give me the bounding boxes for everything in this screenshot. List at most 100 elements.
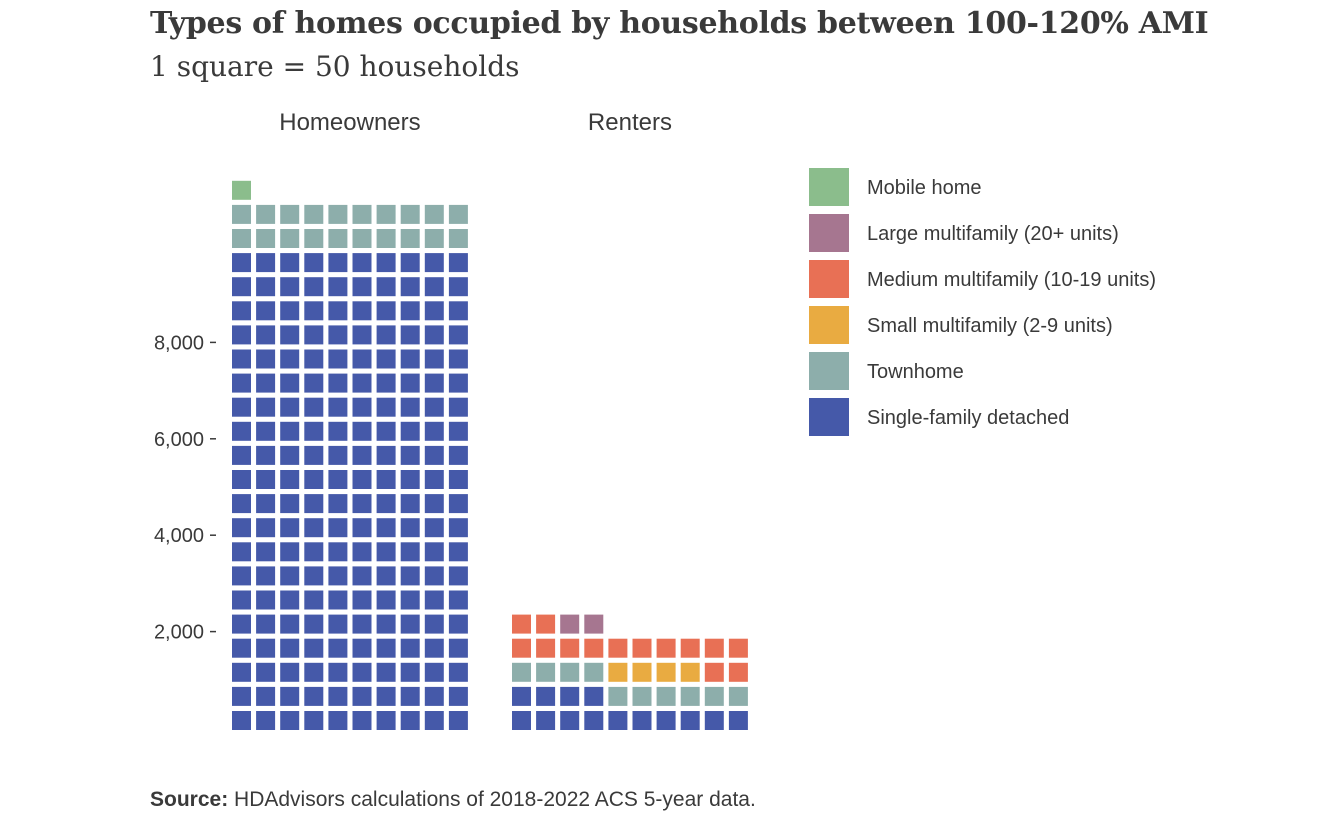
legend-item-single-family-detached: Single-family detached — [809, 398, 1069, 436]
waffle-square-single-family-detached — [376, 301, 396, 321]
waffle-square-single-family-detached — [232, 590, 251, 610]
panel-label: Homeowners — [279, 109, 420, 136]
legend-label: Single-family detached — [867, 407, 1069, 429]
waffle-square-townhome — [352, 204, 372, 224]
waffle-square-small-multifamily-2-9-units — [632, 662, 652, 682]
waffle-square-townhome — [304, 204, 324, 224]
waffle-square-single-family-detached — [232, 301, 251, 321]
waffle-square-single-family-detached — [448, 349, 468, 369]
waffle-square-medium-multifamily-10-19-units — [704, 638, 724, 658]
waffle-square-single-family-detached — [280, 397, 300, 417]
waffle-square-single-family-detached — [376, 373, 396, 393]
waffle-square-single-family-detached — [328, 325, 348, 345]
waffle-square-single-family-detached — [280, 494, 300, 514]
waffle-square-single-family-detached — [448, 638, 468, 658]
legend-item-small-multifamily-2-9-units: Small multifamily (2-9 units) — [809, 306, 1113, 344]
waffle-square-single-family-detached — [376, 662, 396, 682]
waffle-square-single-family-detached — [328, 445, 348, 465]
waffle-square-single-family-detached — [400, 518, 420, 538]
waffle-square-single-family-detached — [232, 614, 251, 634]
waffle-square-single-family-detached — [376, 518, 396, 538]
waffle-square-single-family-detached — [232, 542, 251, 562]
waffle-square-single-family-detached — [400, 711, 420, 730]
panel-homeowners: Homeowners — [232, 109, 468, 730]
waffle-square-single-family-detached — [352, 614, 372, 634]
waffle-square-single-family-detached — [256, 494, 276, 514]
waffle-square-single-family-detached — [400, 277, 420, 297]
waffle-square-single-family-detached — [424, 686, 444, 706]
waffle-square-single-family-detached — [376, 470, 396, 489]
waffle-square-townhome — [512, 662, 531, 682]
waffle-square-single-family-detached — [376, 638, 396, 658]
waffle-square-single-family-detached — [400, 349, 420, 369]
waffle-square-single-family-detached — [376, 253, 396, 273]
waffle-square-single-family-detached — [424, 349, 444, 369]
waffle-square-single-family-detached — [424, 614, 444, 634]
waffle-square-single-family-detached — [400, 614, 420, 634]
waffle-square-single-family-detached — [328, 349, 348, 369]
waffle-square-townhome — [328, 229, 348, 248]
waffle-square-single-family-detached — [376, 614, 396, 634]
waffle-square-single-family-detached — [232, 518, 251, 538]
waffle-square-single-family-detached — [304, 711, 324, 730]
waffle-square-large-multifamily-20-units — [560, 614, 580, 634]
waffle-square-single-family-detached — [400, 445, 420, 465]
waffle-square-single-family-detached — [424, 711, 444, 730]
waffle-square-single-family-detached — [232, 445, 251, 465]
waffle-square-townhome — [632, 686, 652, 706]
waffle-square-single-family-detached — [256, 518, 276, 538]
waffle-square-medium-multifamily-10-19-units — [560, 638, 580, 658]
waffle-square-single-family-detached — [232, 421, 251, 441]
waffle-square-medium-multifamily-10-19-units — [680, 638, 700, 658]
waffle-square-townhome — [448, 204, 468, 224]
waffle-square-single-family-detached — [304, 253, 324, 273]
waffle-square-townhome — [232, 204, 251, 224]
waffle-square-single-family-detached — [232, 325, 251, 345]
waffle-square-single-family-detached — [448, 445, 468, 465]
waffle-square-townhome — [376, 229, 396, 248]
waffle-square-single-family-detached — [352, 373, 372, 393]
waffle-square-single-family-detached — [424, 277, 444, 297]
waffle-square-single-family-detached — [256, 686, 276, 706]
waffle-square-single-family-detached — [376, 566, 396, 586]
waffle-square-townhome — [376, 204, 396, 224]
y-tick-label: 4,000 — [154, 525, 204, 547]
waffle-square-medium-multifamily-10-19-units — [536, 614, 556, 634]
waffle-square-single-family-detached — [656, 711, 676, 730]
waffle-square-single-family-detached — [328, 566, 348, 586]
waffle-square-single-family-detached — [280, 373, 300, 393]
legend-swatch — [809, 260, 849, 298]
waffle-square-single-family-detached — [280, 711, 300, 730]
waffle-square-townhome — [280, 204, 300, 224]
waffle-square-medium-multifamily-10-19-units — [728, 662, 748, 682]
waffle-square-townhome — [704, 686, 724, 706]
waffle-square-single-family-detached — [400, 638, 420, 658]
waffle-square-single-family-detached — [448, 614, 468, 634]
waffle-square-single-family-detached — [352, 518, 372, 538]
waffle-square-single-family-detached — [632, 711, 652, 730]
waffle-square-small-multifamily-2-9-units — [608, 662, 628, 682]
waffle-square-single-family-detached — [328, 253, 348, 273]
legend-label: Small multifamily (2-9 units) — [867, 315, 1113, 337]
waffle-square-single-family-detached — [352, 253, 372, 273]
waffle-square-single-family-detached — [352, 445, 372, 465]
waffle-square-single-family-detached — [424, 518, 444, 538]
waffle-square-townhome — [232, 229, 251, 248]
waffle-square-single-family-detached — [400, 253, 420, 273]
waffle-square-single-family-detached — [352, 590, 372, 610]
waffle-square-single-family-detached — [352, 711, 372, 730]
waffle-square-single-family-detached — [280, 277, 300, 297]
waffle-square-single-family-detached — [680, 711, 700, 730]
waffle-square-large-multifamily-20-units — [584, 614, 604, 634]
waffle-square-single-family-detached — [304, 638, 324, 658]
chart-title: Types of homes occupied by households be… — [150, 6, 1209, 41]
waffle-square-single-family-detached — [512, 686, 531, 706]
waffle-square-single-family-detached — [304, 349, 324, 369]
waffle-square-single-family-detached — [536, 686, 556, 706]
waffle-square-medium-multifamily-10-19-units — [512, 614, 531, 634]
waffle-square-single-family-detached — [328, 662, 348, 682]
waffle-square-single-family-detached — [512, 711, 531, 730]
waffle-square-single-family-detached — [328, 711, 348, 730]
waffle-square-single-family-detached — [584, 686, 604, 706]
